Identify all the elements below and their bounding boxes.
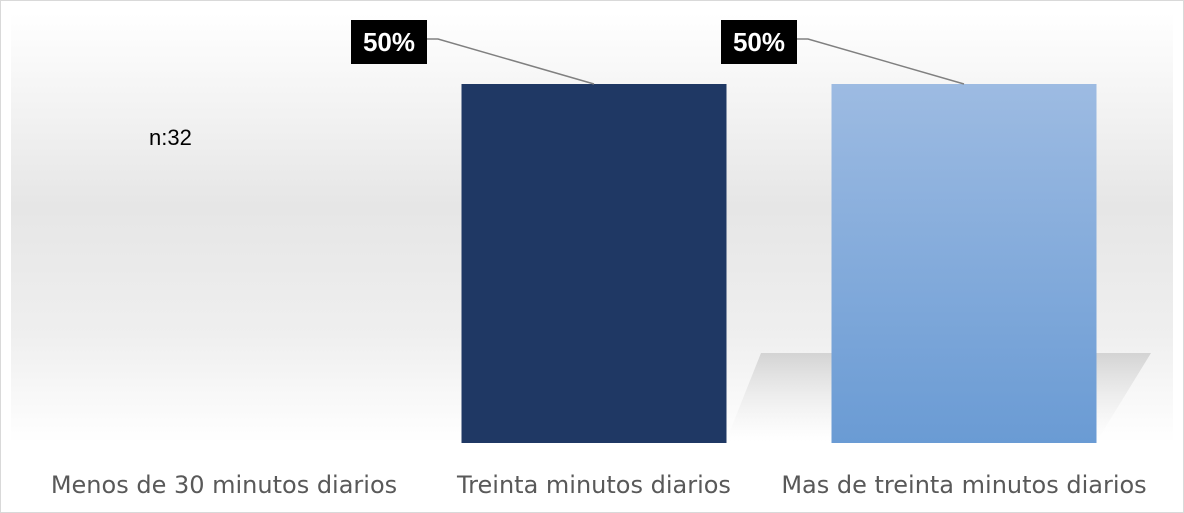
- data-label-box-3: [721, 20, 797, 64]
- data-label-leader-2: [427, 38, 595, 85]
- bar-3: [831, 84, 1097, 443]
- x-tick-label-1: Menos de 30 minutos diarios: [51, 471, 397, 499]
- x-tick-label-2: Treinta minutos diarios: [456, 471, 731, 499]
- x-tick-label-3: Mas de treinta minutos diarios: [781, 471, 1146, 499]
- sample-size-annotation: n:32: [149, 125, 192, 150]
- data-label-2: 50%: [363, 27, 415, 57]
- data-label-leader-3: [797, 38, 965, 85]
- bar-2: [461, 84, 727, 443]
- data-label-box-2: [351, 20, 427, 64]
- data-label-3: 50%: [733, 27, 785, 57]
